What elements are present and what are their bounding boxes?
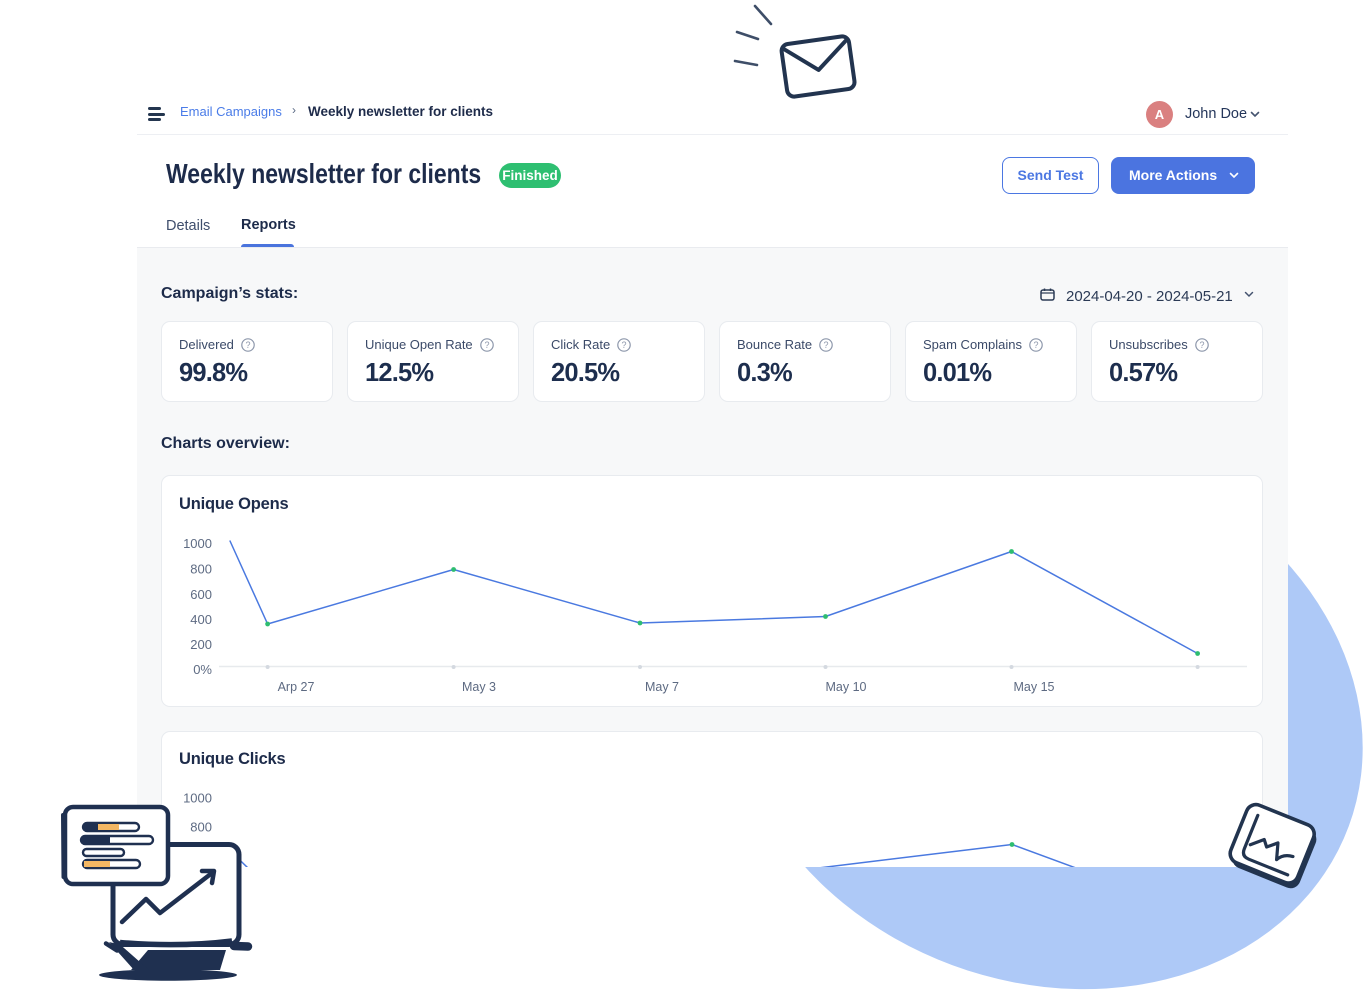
svg-text:?: ? (1199, 340, 1204, 350)
svg-text:0%: 0% (193, 662, 212, 677)
svg-text:800: 800 (190, 562, 212, 577)
svg-text:1000: 1000 (183, 790, 212, 805)
svg-text:?: ? (622, 340, 627, 350)
svg-text:May 15: May 15 (1013, 680, 1054, 694)
svg-text:May 10: May 10 (825, 680, 866, 694)
svg-text:May 7: May 7 (645, 680, 679, 694)
svg-text:400: 400 (190, 612, 212, 627)
svg-text:May 3: May 3 (462, 680, 496, 694)
svg-text:800: 800 (190, 819, 212, 834)
svg-text:200: 200 (190, 637, 212, 652)
svg-text:?: ? (484, 340, 489, 350)
svg-text:?: ? (824, 340, 829, 350)
svg-text:600: 600 (190, 587, 212, 602)
svg-text:?: ? (1033, 340, 1038, 350)
svg-text:?: ? (245, 340, 250, 350)
svg-text:Arp 27: Arp 27 (278, 680, 315, 694)
svg-text:1000: 1000 (183, 536, 212, 551)
